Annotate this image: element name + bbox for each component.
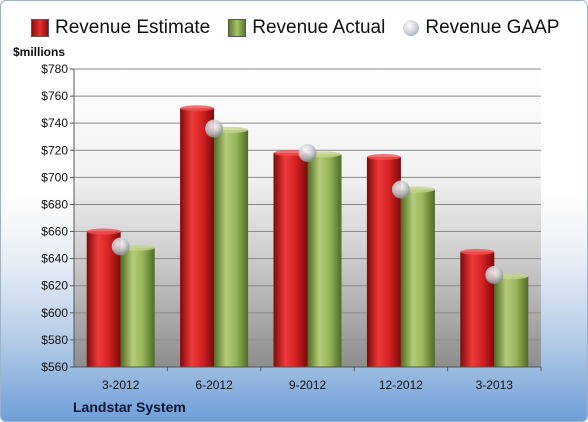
bar-top <box>366 154 401 161</box>
company-name: Landstar System <box>73 399 186 415</box>
bar-revenue-actual <box>120 247 155 367</box>
y-tick-label: $620 <box>41 279 68 293</box>
marker-revenue-gaap <box>205 119 224 138</box>
marker-revenue-gaap <box>485 265 504 284</box>
gaap-markers <box>111 119 504 284</box>
bar-top <box>180 105 215 112</box>
y-unit-label: $millions <box>13 45 66 59</box>
legend: Revenue Estimate Revenue Actual Revenue … <box>31 17 559 39</box>
y-tick-label: $640 <box>41 252 68 266</box>
x-tick-label: 12-2012 <box>379 378 423 392</box>
x-tick-label: 9-2012 <box>289 378 327 392</box>
y-tick-label: $760 <box>41 89 68 103</box>
y-tick-label: $660 <box>41 225 68 239</box>
bar-top <box>460 248 495 255</box>
x-tick-label: 6-2012 <box>195 378 233 392</box>
legend-swatch-actual <box>228 19 247 37</box>
y-tick-label: $600 <box>41 306 68 320</box>
bar-revenue-estimate <box>86 231 121 367</box>
x-axis: 3-2012 6-2012 9-2012 12-2012 3-2013 <box>74 366 542 392</box>
y-tick-label: $740 <box>41 116 68 130</box>
bar-revenue-actual <box>400 189 435 367</box>
y-tick-label: $720 <box>41 143 68 157</box>
y-tick-label: $700 <box>41 170 68 184</box>
legend-label-actual: Revenue Actual <box>252 17 386 38</box>
legend-swatch-estimate <box>31 19 49 37</box>
y-axis: $560 $580 $600 $620 $640 $660 $680 $700 $720 $740… <box>41 62 75 374</box>
bar-revenue-actual <box>307 154 342 367</box>
legend-item-revenue-estimate: Revenue Estimate <box>31 17 210 39</box>
bar-revenue-actual <box>214 129 249 367</box>
y-tick-label: $680 <box>41 197 68 211</box>
y-tick-label: $780 <box>41 62 68 76</box>
legend-swatch-gaap <box>403 20 420 36</box>
y-tick-label: $560 <box>41 360 68 374</box>
y-tick-label: $580 <box>41 333 68 347</box>
legend-item-revenue-actual: Revenue Actual <box>228 17 385 39</box>
marker-revenue-gaap <box>391 180 410 199</box>
legend-label-gaap: Revenue GAAP <box>425 17 560 38</box>
marker-revenue-gaap <box>111 237 130 256</box>
legend-item-revenue-gaap: Revenue GAAP <box>403 17 559 39</box>
bar-top <box>86 228 121 235</box>
bar-revenue-actual <box>494 276 529 367</box>
legend-label-estimate: Revenue Estimate <box>55 17 211 38</box>
bar-revenue-estimate <box>273 152 308 367</box>
x-tick-label: 3-2013 <box>476 378 514 392</box>
x-tick-label: 3-2012 <box>102 378 140 392</box>
bar-revenue-estimate <box>180 108 215 368</box>
marker-revenue-gaap <box>298 143 317 162</box>
